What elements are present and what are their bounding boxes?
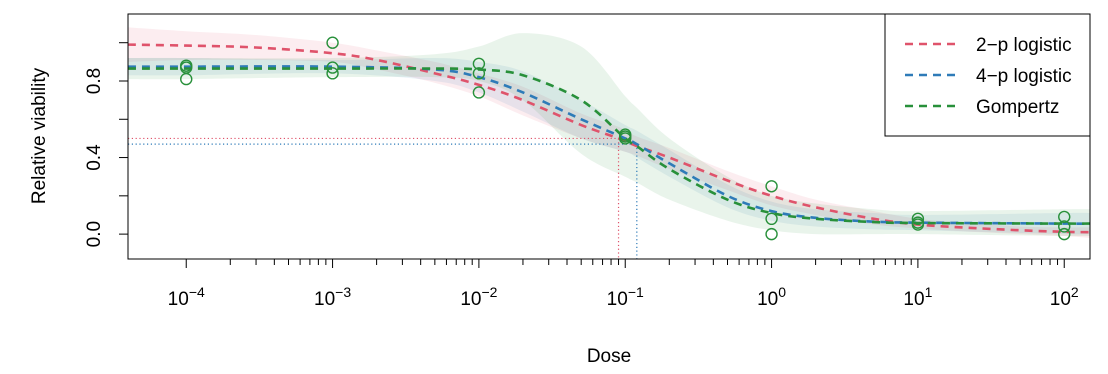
confidence-band-1 (128, 57, 1090, 235)
data-point-17 (911, 218, 925, 231)
x-tick-label-2: 10−2 (460, 284, 497, 310)
data-point-4 (326, 61, 339, 74)
data-point-5 (326, 67, 339, 80)
data-point-15 (911, 212, 925, 226)
x-axis: 10−4 10−3 10−2 10−1 100 101 102 (168, 258, 1079, 310)
y-tick-label-2: 0.8 (84, 68, 105, 94)
legend-label-2: Gompertz (976, 97, 1059, 118)
x-axis-title: Dose (587, 346, 631, 367)
x-tick-label-1: 10−3 (314, 284, 351, 310)
y-tick-label-1: 0.4 (84, 144, 105, 171)
x-tick-label-3: 10−1 (607, 284, 644, 310)
x-tick-label-6: 102 (1050, 284, 1079, 310)
x-tick-label-4: 100 (757, 284, 786, 310)
x-tick-label-5: 101 (903, 284, 932, 310)
curve-0 (127, 43, 1091, 234)
y-tick-label-0: 0.0 (84, 221, 105, 247)
data-point-14 (765, 227, 778, 241)
data-point-19 (1058, 220, 1071, 233)
legend: 2−p logistic 4−p logistic Gompertz (884, 13, 1091, 137)
legend-label-1: 4−p logistic (976, 66, 1072, 87)
legend-label-0: 2−p logistic (976, 35, 1072, 56)
data-point-13 (765, 212, 778, 226)
observation-points (180, 36, 1071, 241)
data-point-3 (326, 36, 339, 49)
curve-1 (128, 65, 1091, 225)
data-point-20 (1058, 227, 1071, 241)
ed50-reference-lines (128, 137, 638, 259)
data-point-12 (765, 180, 778, 193)
data-point-8 (472, 86, 486, 99)
fitted-curves (127, 43, 1091, 234)
data-point-11 (619, 132, 632, 145)
y-axis: 0.0 0.4 0.8 (84, 42, 129, 247)
y-axis-title: Relative viability (29, 67, 50, 204)
data-point-7 (472, 67, 486, 80)
data-point-18 (1058, 210, 1071, 224)
data-point-2 (180, 72, 193, 86)
x-tick-label-0: 10−4 (168, 284, 205, 310)
data-point-6 (472, 57, 486, 70)
